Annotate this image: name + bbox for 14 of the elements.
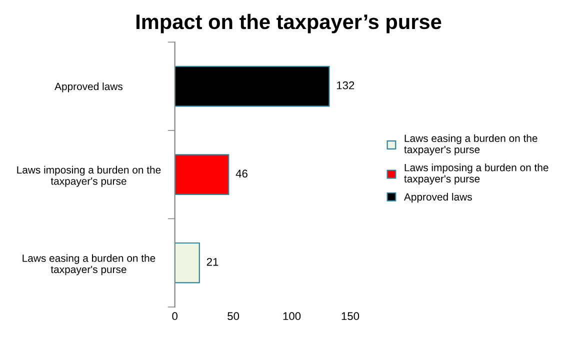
data-label: 46 (236, 170, 248, 178)
chart-title: Impact on the taxpayer’s purse (136, 14, 442, 34)
y-tick-label: Laws easing a burden on the taxpayer's purse (22, 254, 156, 276)
x-tick-label: 150 (342, 312, 360, 320)
data-label: 132 (336, 81, 354, 90)
y-tick-label: Approved laws (54, 82, 123, 92)
x-tick-label: 50 (228, 312, 240, 320)
x-tick-label: 0 (172, 312, 178, 320)
legend-label: Laws easing a burden on the taxpayer's purse (404, 134, 538, 156)
legend-label: Approved laws (404, 192, 472, 203)
y-tick-label: Laws imposing a burden on the taxpayer's purse (17, 166, 161, 187)
legend-label: Laws imposing a burden on the taxpayer's purse (404, 164, 548, 185)
x-tick-label: 100 (283, 312, 301, 320)
data-label: 21 (206, 258, 218, 266)
